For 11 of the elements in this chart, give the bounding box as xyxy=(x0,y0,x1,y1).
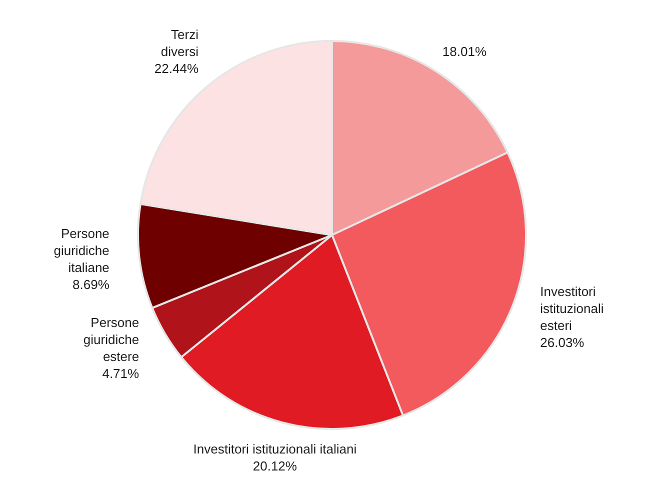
data-label: 18.01% xyxy=(442,44,487,60)
data-label: 8.69% xyxy=(72,277,110,292)
slice-label: Terzi diversi xyxy=(160,27,199,60)
data-label: 4.71% xyxy=(102,366,140,381)
data-label: 26.03% xyxy=(540,334,585,350)
slice-label: Persone giuridiche italiane xyxy=(54,226,110,276)
data-label: 20.12% xyxy=(252,458,298,474)
slice-label: Investitori istituzionali esteri xyxy=(540,284,604,333)
data-label: 22.44% xyxy=(154,61,199,76)
slice-label: Investitori istituzionali italiani xyxy=(193,442,357,457)
slice-label: Persone giuridiche estere xyxy=(83,314,140,364)
